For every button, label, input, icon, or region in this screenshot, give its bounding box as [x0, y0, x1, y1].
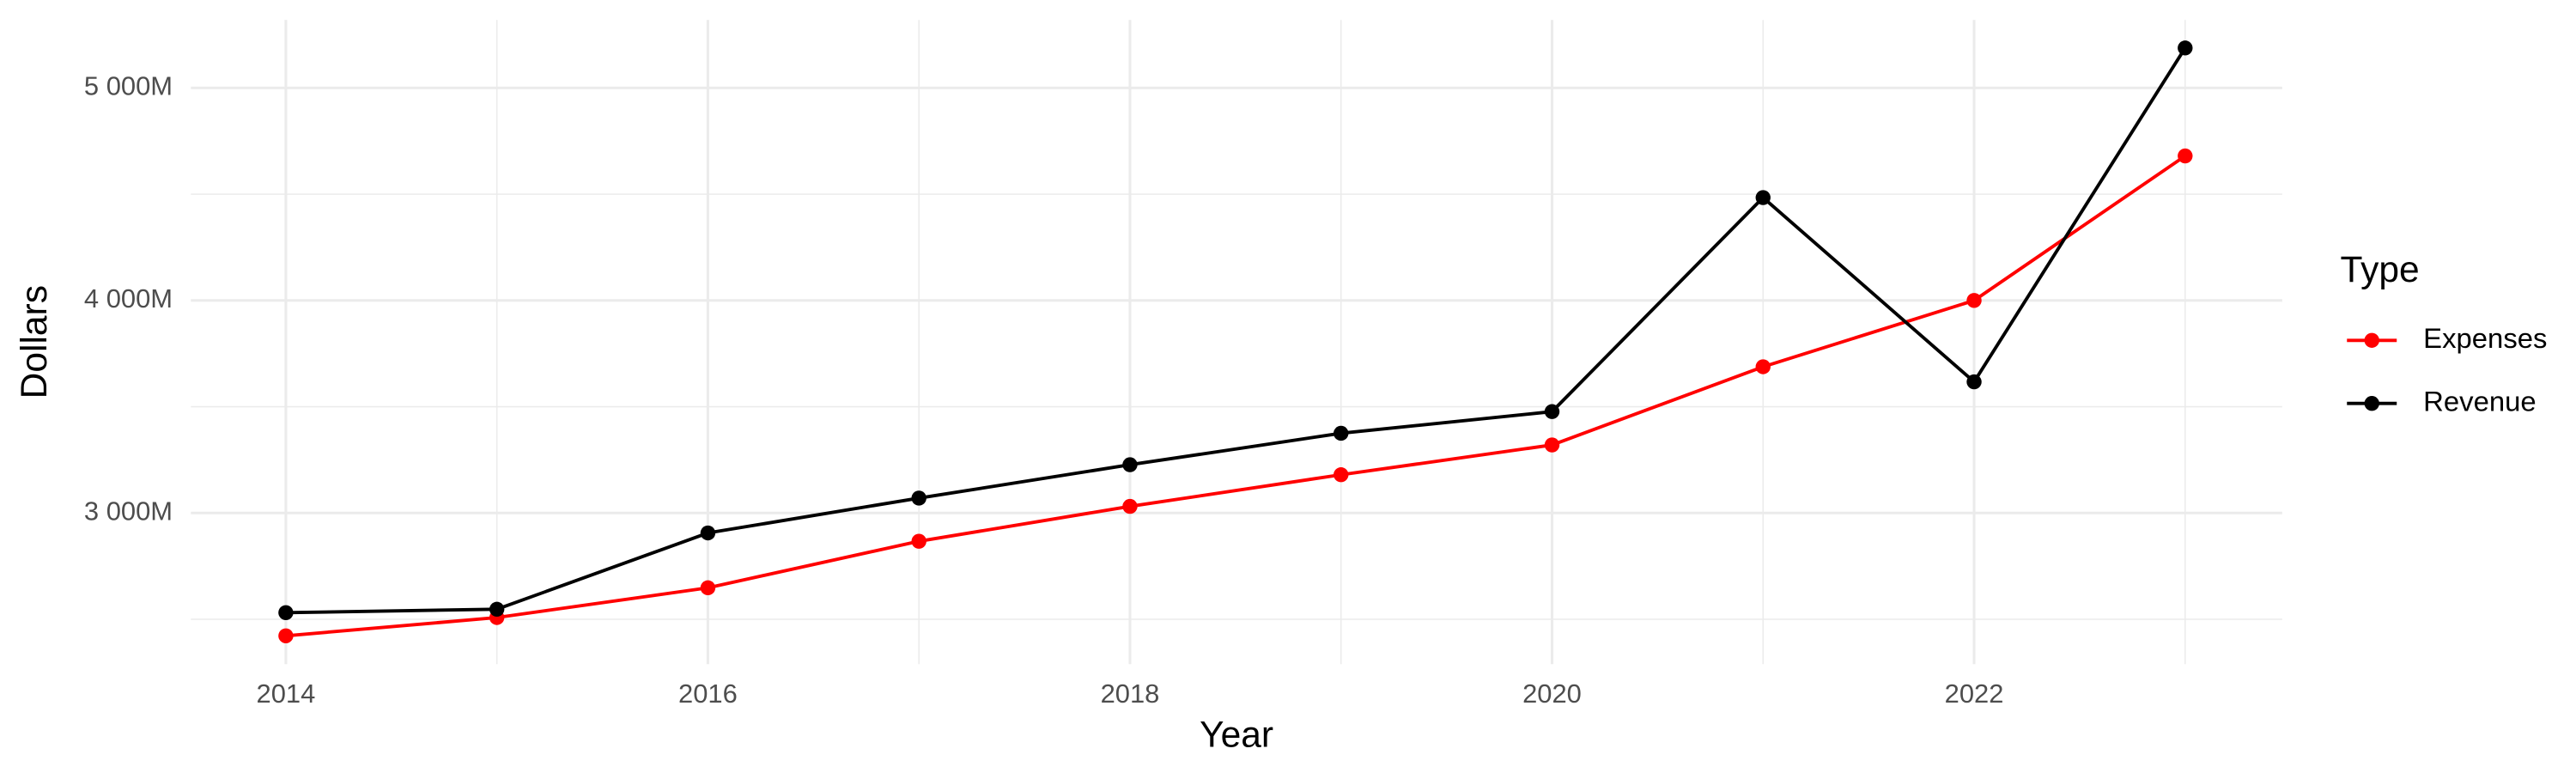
- x-tick-label: 2020: [1522, 679, 1582, 709]
- data-point: [1966, 293, 1982, 308]
- y-axis-title: Dollars: [15, 285, 55, 399]
- data-point: [1122, 457, 1138, 472]
- data-point: [1334, 425, 1349, 441]
- legend-title: Type: [2341, 250, 2420, 290]
- legend-swatch-point: [2364, 396, 2379, 411]
- y-tick-label: 3 000M: [84, 496, 173, 526]
- y-tick-label: 5 000M: [84, 71, 173, 101]
- data-point: [911, 533, 927, 549]
- grid: [191, 20, 2282, 665]
- data-point: [911, 490, 927, 506]
- data-point: [489, 601, 505, 618]
- x-tick-label: 2016: [678, 679, 738, 709]
- x-tick-label: 2022: [1945, 679, 2004, 709]
- data-point: [278, 628, 294, 643]
- legend-swatch-point: [2364, 332, 2379, 348]
- data-point: [1966, 374, 1982, 390]
- data-point: [1334, 467, 1349, 483]
- series-line: [285, 154, 2186, 638]
- data-point: [278, 605, 294, 621]
- data-point: [700, 580, 716, 596]
- data-point: [2178, 40, 2193, 56]
- x-tick-label: 2018: [1101, 679, 1160, 709]
- series-line: [285, 46, 2187, 615]
- legend-label: Expenses: [2423, 322, 2547, 354]
- data-point: [700, 525, 716, 541]
- plot-marks: [278, 40, 2193, 643]
- y-tick-label: 4 000M: [84, 283, 173, 313]
- legend: Expenses Revenue: [2347, 322, 2547, 417]
- data-point: [1544, 404, 1560, 419]
- x-tick-label: 2014: [257, 679, 316, 709]
- data-point: [1544, 437, 1560, 453]
- data-point: [1122, 498, 1138, 514]
- data-point: [2178, 148, 2193, 164]
- x-axis-title: Year: [1200, 715, 1273, 755]
- data-point: [1755, 359, 1771, 374]
- data-point: [1755, 190, 1771, 205]
- legend-label: Revenue: [2423, 385, 2537, 417]
